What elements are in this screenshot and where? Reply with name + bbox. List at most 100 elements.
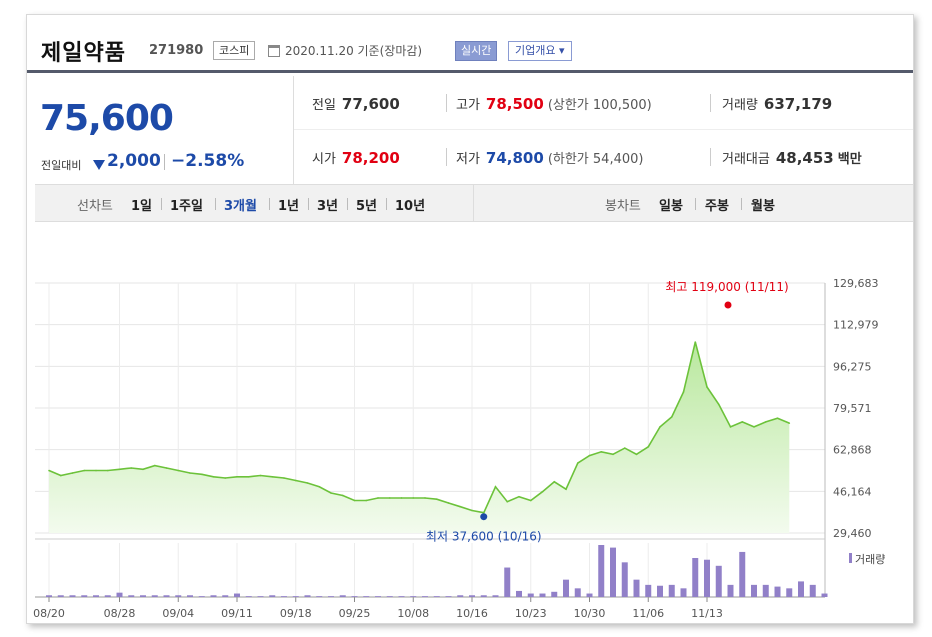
price-point	[130, 467, 133, 469]
volume-bar	[657, 585, 663, 597]
price-point	[753, 426, 755, 428]
volume-bar	[586, 593, 593, 597]
price-point	[341, 494, 344, 497]
y-tick-label: 29,460	[833, 527, 872, 540]
price-point	[212, 475, 215, 478]
candle-daily[interactable]: 일봉	[659, 199, 683, 214]
y-tick-label: 62,868	[833, 444, 872, 457]
price-area	[49, 342, 790, 533]
period-3y[interactable]: 3년	[317, 199, 339, 214]
volume-bar	[257, 596, 264, 597]
volume-bar	[668, 584, 675, 597]
candle-monthly[interactable]: 월봉	[751, 199, 775, 214]
price-point	[330, 492, 332, 494]
price-point	[682, 391, 685, 393]
price-point	[318, 485, 321, 488]
divider	[269, 198, 270, 210]
period-5y[interactable]: 5년	[356, 199, 378, 214]
change-value: 2,000	[107, 151, 161, 171]
price-point	[459, 505, 462, 508]
candle-weekly[interactable]: 주봉	[705, 199, 729, 214]
price-point	[764, 421, 767, 423]
volume-bar	[680, 588, 687, 597]
x-tick-label: 08/20	[33, 607, 65, 620]
period-1d[interactable]: 1일	[131, 199, 153, 214]
trade-value-value: 48,453	[775, 149, 834, 167]
volume: 거래량 637,179	[722, 94, 832, 113]
price-point	[224, 477, 227, 479]
high-marker	[724, 301, 732, 309]
period-3m[interactable]: 3개월	[224, 199, 257, 214]
price-line	[48, 341, 790, 514]
trade-value: 거래대금 48,453 백만	[722, 148, 862, 167]
realtime-button[interactable]: 실시간	[455, 41, 498, 61]
trade-value-label: 거래대금	[722, 152, 770, 167]
price-chart[interactable]: 129,683 112,979 96,275 79,571 62,868 46,164 29…	[27, 245, 914, 624]
divider	[473, 185, 474, 221]
low-value: 74,800	[485, 149, 544, 167]
market-badge: 코스피	[213, 41, 256, 60]
price-point	[71, 472, 74, 474]
price-point	[612, 453, 614, 456]
candle-chart-label: 봉차트	[605, 199, 641, 214]
volume-bar	[762, 584, 769, 597]
volume-bar	[410, 596, 417, 597]
open-label: 시가	[312, 152, 336, 167]
x-tick-label: 10/16	[456, 607, 488, 620]
price-point	[659, 426, 661, 428]
volume-bar	[621, 562, 628, 597]
y-tick-label: 129,683	[833, 277, 879, 290]
volume-bar	[715, 565, 722, 597]
volume-bar	[598, 545, 605, 597]
volume-bar	[339, 595, 346, 597]
x-tick-label: 09/25	[339, 607, 371, 620]
period-1w[interactable]: 1주일	[170, 199, 203, 214]
volume-bar	[187, 595, 193, 597]
lower-limit: (하한가 54,400)	[547, 152, 644, 167]
volume-bar	[292, 596, 299, 597]
corp-info-button[interactable]: 기업개요 ▾	[508, 41, 572, 61]
base-date: 2020.11.20 기준(장마감)	[285, 44, 423, 58]
price-point	[741, 421, 744, 423]
open: 시가 78,200	[312, 148, 400, 167]
divider	[386, 198, 387, 210]
down-triangle-icon	[93, 160, 105, 170]
volume-legend-swatch	[849, 553, 852, 563]
volume-bar	[504, 567, 511, 597]
price-point	[553, 480, 556, 483]
divider	[161, 198, 162, 210]
price-point	[412, 497, 415, 499]
prev-close-value: 77,600	[341, 95, 400, 113]
price-point	[600, 451, 603, 453]
low-label: 저가	[456, 152, 480, 167]
price-point	[635, 453, 638, 456]
divider	[446, 94, 447, 112]
price-point	[717, 403, 720, 406]
volume-legend-label: 거래량	[855, 553, 885, 566]
volume-bar	[809, 584, 816, 597]
divider	[347, 198, 348, 210]
company-name[interactable]: 제일약품	[41, 41, 126, 66]
price-point	[471, 509, 473, 512]
volume-bar	[328, 596, 334, 597]
volume-bar	[516, 590, 522, 597]
price-point	[694, 341, 697, 343]
volume-bar	[198, 596, 205, 597]
x-tick-label: 09/18	[280, 607, 312, 620]
price-point	[118, 468, 121, 471]
prev-close-label: 전일	[312, 98, 336, 113]
volume-label: 거래량	[722, 98, 758, 113]
high: 고가 78,500 (상한가 100,500)	[456, 94, 652, 113]
price-point	[482, 511, 485, 514]
price-point	[236, 475, 238, 478]
price-point	[506, 500, 509, 503]
divider	[446, 148, 447, 166]
price-point	[165, 467, 168, 469]
open-value: 78,200	[341, 149, 400, 167]
volume-bar	[610, 547, 616, 597]
period-1y[interactable]: 1년	[278, 199, 300, 214]
divider	[695, 198, 696, 210]
period-10y[interactable]: 10년	[395, 199, 426, 214]
price-point	[565, 488, 567, 491]
y-tick-label: 79,571	[833, 402, 872, 415]
